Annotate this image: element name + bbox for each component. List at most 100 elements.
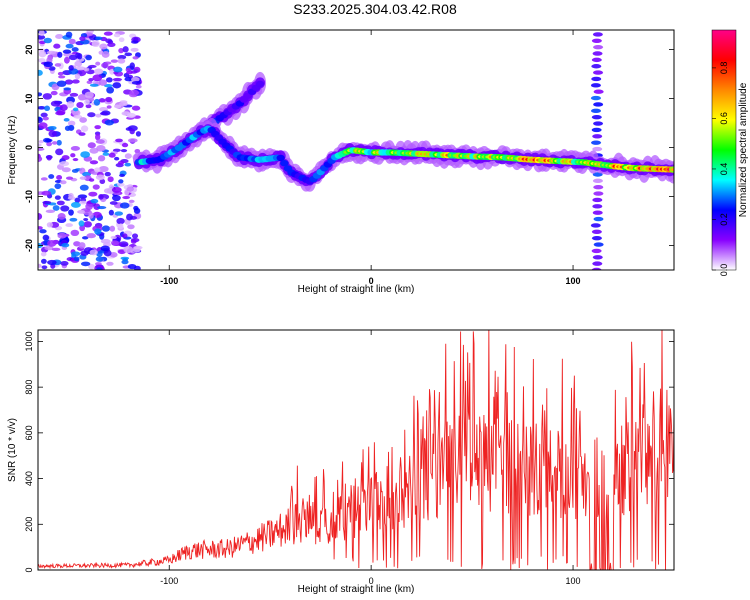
band-blob [593,89,604,94]
noise-blob [122,258,128,262]
noise-blob [43,37,52,44]
band-blob [593,216,604,222]
noise-blob [119,173,126,177]
snr-y-tick-label: 800 [24,380,34,395]
noise-blob [105,77,113,83]
noise-blob [59,104,68,111]
noise-blob [69,92,79,97]
noise-blob [88,212,94,219]
noise-blob [89,249,98,256]
colorbar: 0.0 0.2 0.4 0.6 0.8 Normalized spectral ampl… [711,29,749,277]
noise-blob [108,209,114,216]
band-blob [591,140,602,145]
noise-blob [60,260,69,266]
noise-blob [73,114,83,119]
noise-blob [87,142,96,149]
noise-blob [105,96,113,103]
noise-blob [72,158,79,162]
noise-blob [48,130,58,138]
figure-title: S233.2025.304.03.42.R08 [293,1,457,17]
colorbar-gradient [712,30,736,270]
noise-blob [118,241,129,248]
noise-blob [101,225,111,232]
noise-blob [112,148,121,153]
snr-y-tick-label: 0 [24,567,34,572]
noise-blob [50,100,61,107]
noise-blob [88,178,95,182]
noise-blob [46,222,54,228]
noise-blob [56,200,65,206]
noise-blob [110,59,119,63]
noise-blob [94,167,101,173]
noise-blob [78,242,86,249]
noise-blob [113,66,123,73]
noise-blob [126,113,136,118]
noise-blob [115,138,123,143]
noise-blob [103,84,113,88]
spectrogram-x-tick-label: -100 [160,276,178,286]
colorbar-ticks: 0.0 0.2 0.4 0.6 0.8 [712,62,729,277]
band-blob [591,114,602,120]
band-blob [593,44,604,50]
noise-blob [92,74,103,82]
noise-blob [106,86,114,94]
noise-blob [76,101,84,109]
noise-blob [131,81,142,85]
noise-blob [65,223,73,228]
spectrogram-y-tick-label: -10 [24,190,34,203]
colorbar-tick-label: 0.0 [719,264,729,277]
noise-blob [118,223,124,230]
noise-blob [53,43,61,49]
noise-blob [57,212,66,220]
noise-blob [55,33,64,40]
band-blob [590,83,601,88]
snr-y-tick-label: 1000 [24,331,34,351]
snr-x-label: Height of straight line (km) [298,584,415,595]
band-blob [591,64,602,69]
noise-blob [84,99,90,105]
noise-blob [123,72,130,78]
noise-blob [119,101,128,107]
noise-blob [41,190,52,196]
noise-blob [44,138,53,143]
noise-blob [75,66,86,71]
noise-blob [104,171,111,177]
noise-blob [89,83,99,87]
noise-blob [38,213,43,220]
noise-blob [79,36,86,42]
noise-blob [47,239,57,247]
noise-blob [98,107,108,112]
noise-blob [124,52,133,57]
band-blob [592,255,603,260]
noise-blob [98,79,107,86]
noise-blob [129,128,135,135]
noise-blob [119,202,130,209]
trace-blob-core [280,160,289,167]
noise-blob [131,233,139,239]
band-blob [591,235,602,241]
noise-blob [93,98,101,106]
noise-blob [116,217,125,225]
band-blob [592,261,603,266]
noise-blob [108,152,116,158]
noise-blob [110,235,117,240]
band-blob [591,267,602,270]
noise-blob [51,247,61,251]
noise-blob [102,152,110,156]
noise-blob [104,119,114,126]
noise-blob [40,177,48,181]
noise-blob [40,112,48,118]
noise-blob [130,47,139,52]
noise-blob [83,217,89,222]
noise-blob [61,242,70,248]
noise-blob [77,194,88,199]
noise-blob [92,184,100,190]
colorbar-tick-label: 0.8 [719,62,729,75]
snr-y-ticks: 0 200 400 600 800 1000 [24,331,674,573]
noise-blob [38,226,43,230]
noise-blob [78,220,85,227]
noise-blob [101,50,110,58]
noise-blob [113,104,122,109]
noise-blob [79,184,89,191]
